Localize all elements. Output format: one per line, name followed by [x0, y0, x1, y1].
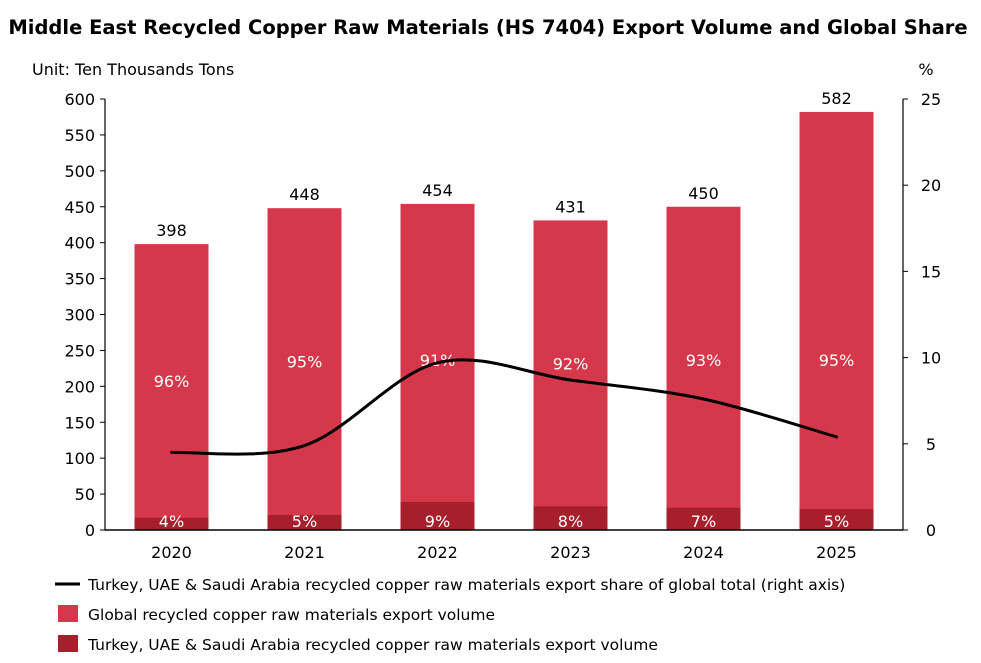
y-tick-label: 450 — [64, 198, 95, 217]
y2-tick-label: 25 — [921, 90, 941, 109]
middle-east-share-label-2022: 9% — [425, 512, 450, 531]
y2-tick-label: 5 — [926, 435, 936, 454]
middle-east-share-label-2020: 4% — [159, 512, 184, 531]
x-tick-label-2020: 2020 — [151, 543, 192, 562]
chart-title: Middle East Recycled Copper Raw Material… — [8, 16, 967, 39]
x-tick-label-2025: 2025 — [816, 543, 857, 562]
y-tick-label: 500 — [64, 162, 95, 181]
bar-global-2020 — [134, 244, 209, 530]
y2-tick-label: 0 — [926, 521, 936, 540]
legend-label-share: Turkey, UAE & Saudi Arabia recycled copp… — [87, 576, 845, 594]
legend-label-middle-east: Turkey, UAE & Saudi Arabia recycled copp… — [87, 636, 658, 654]
global-share-label-2021: 95% — [287, 353, 323, 372]
legend-swatch-global — [58, 605, 78, 622]
bar-middle-east-2025 — [799, 509, 874, 530]
global-share-label-2020: 96% — [154, 372, 190, 391]
bar-middle-east-2024 — [666, 507, 741, 530]
y-tick-label: 400 — [64, 234, 95, 253]
legend-label-global: Global recycled copper raw materials exp… — [88, 606, 495, 624]
y2-axis-unit-label: % — [918, 60, 933, 79]
y-tick-label: 600 — [64, 90, 95, 109]
global-share-label-2025: 95% — [819, 351, 855, 370]
bar-global-2021 — [267, 208, 342, 531]
global-share-label-2024: 93% — [686, 351, 722, 370]
y-tick-label: 350 — [64, 270, 95, 289]
middle-east-share-label-2021: 5% — [292, 512, 317, 531]
y-tick-label: 100 — [64, 449, 95, 468]
value-label-2024: 450 — [688, 184, 719, 203]
y-tick-label: 300 — [64, 306, 95, 325]
y-tick-label: 550 — [64, 126, 95, 145]
y2-tick-label: 15 — [921, 262, 941, 281]
value-label-2020: 398 — [156, 221, 187, 240]
y-tick-label: 150 — [64, 413, 95, 432]
value-label-2021: 448 — [289, 185, 320, 204]
bar-global-2025 — [799, 111, 874, 531]
y2-tick-label: 20 — [921, 176, 941, 195]
bar-global-2022 — [400, 203, 475, 531]
bar-middle-east-2022 — [400, 501, 475, 530]
bar-global-2024 — [666, 206, 741, 530]
y-tick-label: 200 — [64, 377, 95, 396]
y-tick-label: 0 — [85, 521, 95, 540]
share-line — [170, 358, 838, 456]
y-axis-unit-label: Unit: Ten Thousands Tons — [32, 60, 234, 79]
middle-east-share-label-2023: 8% — [558, 512, 583, 531]
y2-tick-label: 10 — [921, 349, 941, 368]
value-label-2025: 582 — [821, 89, 852, 108]
bar-middle-east-2023 — [533, 506, 608, 530]
x-tick-label-2024: 2024 — [683, 543, 724, 562]
bar-middle-east-2020 — [134, 517, 209, 530]
bar-middle-east-2021 — [267, 514, 342, 530]
x-tick-label-2022: 2022 — [417, 543, 458, 562]
global-share-label-2023: 92% — [553, 354, 589, 373]
middle-east-share-label-2025: 5% — [824, 512, 849, 531]
x-tick-label-2023: 2023 — [550, 543, 591, 562]
x-tick-label-2021: 2021 — [284, 543, 325, 562]
y-tick-label: 50 — [75, 485, 95, 504]
value-label-2022: 454 — [422, 181, 453, 200]
value-label-2023: 431 — [555, 197, 586, 216]
legend-swatch-middle-east — [58, 635, 78, 652]
middle-east-share-label-2024: 7% — [691, 512, 716, 531]
y-tick-label: 250 — [64, 341, 95, 360]
